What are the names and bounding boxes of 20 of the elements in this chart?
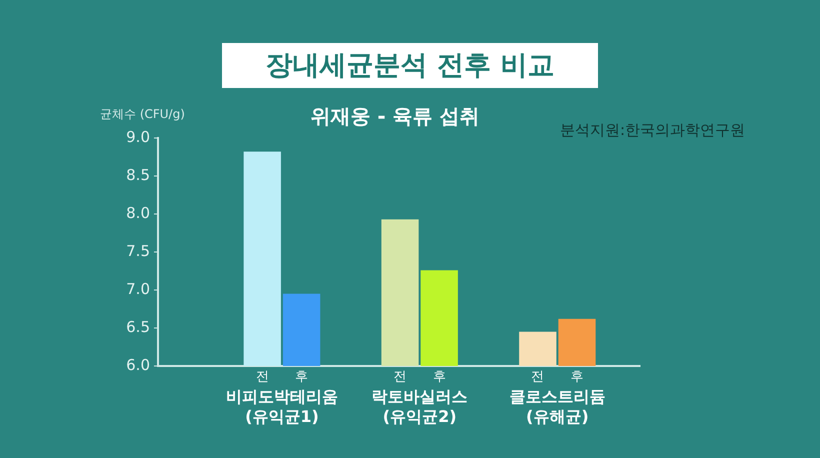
series-label: 전 xyxy=(256,369,269,384)
text: 후 xyxy=(432,369,446,384)
x-tick-label: 락토바실러스 (유익균2) xyxy=(372,387,468,426)
y-tick-label: 6.5 xyxy=(126,318,150,336)
y-tick-label: 8.0 xyxy=(126,204,150,222)
text: 전 xyxy=(394,369,407,384)
x-tick-label: 클로스트리듐 (유해균) xyxy=(509,387,606,426)
y-tick-label: 8.5 xyxy=(126,166,150,184)
y-tick-label: 6.0 xyxy=(126,356,150,374)
y-axis-title: 균체수 (CFU/g) xyxy=(100,106,185,123)
text: 후 xyxy=(570,369,584,384)
y-tick-label: 9.0 xyxy=(126,128,150,146)
text: 전 xyxy=(531,369,544,384)
series-label: 후 xyxy=(295,369,308,384)
chart-subtitle: 위재웅 - 육류 섭취 xyxy=(309,103,481,130)
x-tick-label: 비피도박테리움 (유익균1) xyxy=(226,387,338,426)
y-tick-label: 7.0 xyxy=(126,280,150,298)
y-tick-label: 7.5 xyxy=(126,242,150,260)
chart-title: 장내세균분석 전후 비교 xyxy=(222,43,598,88)
annotation: 분석지원:한국의과학연구원 xyxy=(560,121,746,140)
